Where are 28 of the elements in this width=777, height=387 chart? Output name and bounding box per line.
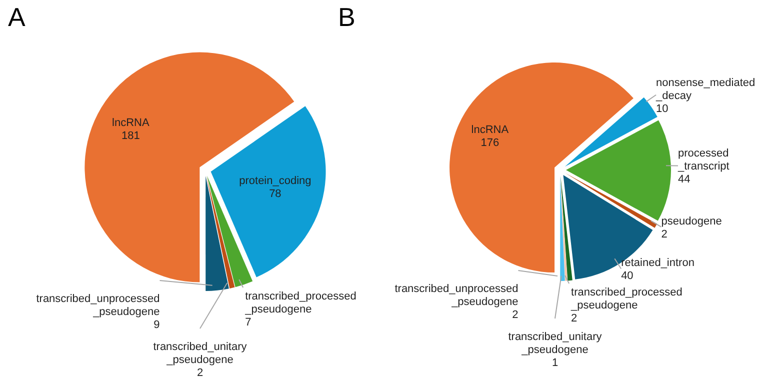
data-label: 176 [480,136,500,149]
slice-label: processed_transcript [677,148,730,173]
data-label: 2 [512,309,518,321]
data-label: 2 [196,367,204,379]
data-label: 9 [154,319,160,331]
data-label: 2 [571,312,578,325]
slice-label: protein_coding [239,174,312,187]
chart-title: A [8,2,26,33]
slice-label: transcribed_unitary_pseudogene [153,341,248,366]
slice-label: transcribed_unprocessed_pseudogene [394,283,518,308]
slice-label: transcribed_unprocessed_pseudogene [36,293,160,318]
data-label: 181 [122,130,140,142]
slice-label: transcribed_unitary_pseudogene [508,331,602,356]
slice-label: lncRNA [112,117,150,130]
data-label: 40 [621,270,634,282]
slice-label: nonsense_mediated_decay [655,76,756,102]
slice-label: transcribed_processed_pseudogene [570,286,682,312]
slice-label: lncRNA [471,124,510,136]
data-label: 1 [552,357,558,369]
chart-title: B [338,2,356,33]
data-label: 44 [678,174,690,186]
data-label: 78 [269,188,282,200]
data-label: 2 [661,228,668,240]
data-label: 10 [656,102,668,115]
slice-label: transcribed_processed_pseudogene [244,290,356,316]
slice-label: pseudogene [661,215,722,228]
data-label: 7 [245,316,252,329]
slice-label: retained_intron [621,257,694,270]
